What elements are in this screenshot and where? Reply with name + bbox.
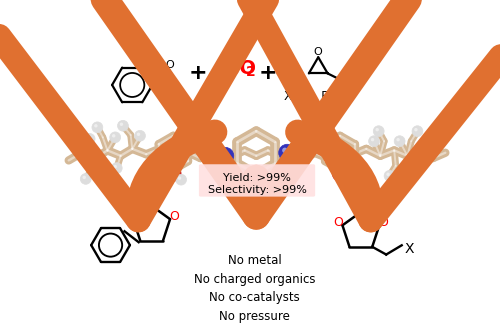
Text: O: O [378,216,388,229]
Circle shape [168,169,173,174]
Circle shape [440,132,444,136]
Text: X: X [357,67,366,81]
Text: +: + [258,63,277,83]
Circle shape [374,126,384,137]
Circle shape [136,132,140,136]
Text: CO: CO [225,58,256,78]
Circle shape [65,127,76,138]
Circle shape [134,130,145,141]
Circle shape [424,140,427,143]
Circle shape [418,159,428,170]
Circle shape [368,136,380,147]
Circle shape [438,130,449,141]
Circle shape [94,124,98,128]
Circle shape [67,130,70,133]
Circle shape [82,176,86,179]
Circle shape [420,161,423,164]
Text: O: O [314,47,322,57]
Text: O: O [165,60,174,70]
Circle shape [112,134,116,138]
Circle shape [220,151,226,156]
Circle shape [110,132,120,143]
Circle shape [114,165,117,168]
Text: O: O [334,216,344,229]
Circle shape [176,174,186,185]
Text: Selectivity: >99%: Selectivity: >99% [208,185,306,195]
Circle shape [282,148,288,153]
Circle shape [92,122,103,133]
Circle shape [336,169,340,174]
Text: O: O [146,182,156,195]
Text: X: X [405,242,414,256]
Circle shape [396,138,400,141]
Circle shape [332,166,347,181]
Circle shape [376,128,379,131]
Circle shape [120,122,123,126]
Text: Yield: >99%: Yield: >99% [223,173,291,183]
Circle shape [344,176,348,180]
Circle shape [178,176,182,180]
Circle shape [118,120,128,131]
Text: O: O [169,210,179,223]
Circle shape [414,128,418,131]
Circle shape [384,171,395,181]
Text: O: O [124,210,134,223]
Circle shape [394,136,405,147]
Circle shape [278,144,296,161]
Text: +: + [189,63,208,83]
Circle shape [166,166,181,181]
Circle shape [216,147,234,164]
Circle shape [84,133,95,144]
Circle shape [371,138,374,141]
Circle shape [80,173,91,184]
Circle shape [386,172,390,176]
Circle shape [412,126,423,137]
Text: No metal
No charged organics
No co-catalysts
No pressure
No solvent
needed: No metal No charged organics No co-catal… [194,254,316,323]
Text: X: Cl, Br, H: X: Cl, Br, H [284,90,352,103]
Circle shape [342,174,353,185]
Circle shape [86,136,90,139]
Circle shape [422,137,432,148]
Text: 2: 2 [246,65,256,79]
Text: O: O [356,189,366,202]
FancyBboxPatch shape [199,164,315,197]
Circle shape [112,163,122,173]
